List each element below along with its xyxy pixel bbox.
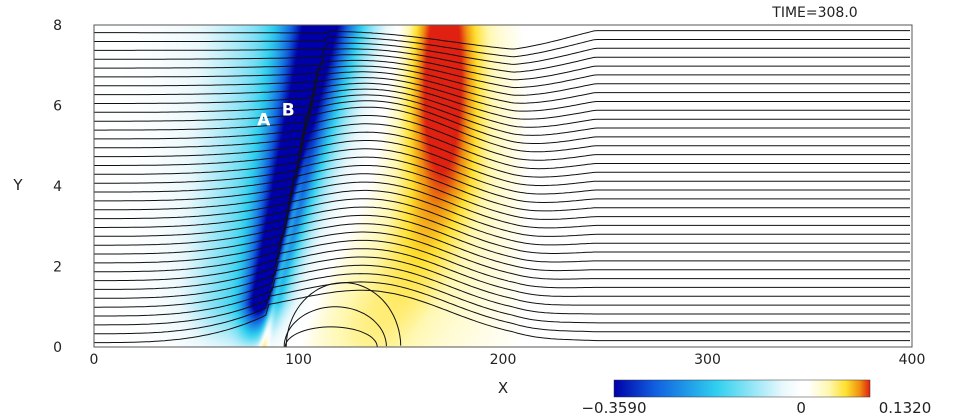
plot-area <box>94 25 912 347</box>
contour-lines <box>94 30 910 347</box>
contour-line <box>94 264 910 317</box>
contour-line <box>94 82 910 120</box>
contour-line <box>94 140 910 187</box>
contour-line <box>94 273 910 326</box>
contour-line <box>94 30 910 50</box>
colorbar-mid-label: 0 <box>796 399 806 417</box>
y-tick-label: 4 <box>53 179 62 195</box>
contour-line <box>94 77 910 112</box>
x-tick-label: 0 <box>90 352 99 368</box>
contour-line <box>94 156 910 203</box>
annotation-label: B <box>282 101 295 121</box>
contour-line <box>94 106 910 153</box>
x-tick-label: 200 <box>490 352 517 368</box>
contour-line <box>94 123 910 170</box>
contour-line <box>94 71 910 104</box>
y-tick-label: 6 <box>53 99 62 115</box>
contour-line <box>94 148 910 195</box>
contour-line <box>94 131 910 178</box>
contour-line <box>94 54 910 81</box>
y-axis-label: Y <box>12 176 23 194</box>
contour-line <box>94 256 910 308</box>
contour-line <box>94 239 910 290</box>
heatmap-field <box>94 25 912 347</box>
contour-line <box>94 223 910 273</box>
contour-line <box>94 289 910 344</box>
contour-line <box>94 214 910 264</box>
x-axis-ticks: 0 100 200 300 400 <box>90 352 926 368</box>
y-tick-label: 0 <box>53 340 62 356</box>
y-tick-label: 8 <box>53 18 62 34</box>
annotation-label: A <box>257 111 271 131</box>
x-tick-label: 400 <box>899 352 926 368</box>
x-tick-label: 100 <box>285 352 312 368</box>
contour-line <box>94 59 910 89</box>
contour-line <box>94 88 910 128</box>
contour-line <box>94 48 910 73</box>
chart-title: TIME=308.0 <box>771 5 857 21</box>
contour-line <box>283 306 387 347</box>
colorbar-min-label: −0.3590 <box>581 399 646 417</box>
contour-line <box>94 115 910 161</box>
contour-line <box>94 181 910 229</box>
plot-frame <box>93 24 913 348</box>
contour-line <box>285 282 402 347</box>
contour-line <box>94 65 910 96</box>
contour-line <box>94 189 910 237</box>
contour-line <box>94 94 910 136</box>
contour-line <box>94 248 910 299</box>
x-axis-label: X <box>498 379 508 397</box>
contour-line <box>94 36 910 58</box>
contour-line <box>94 173 910 220</box>
colorbar <box>613 379 871 398</box>
y-tick-label: 2 <box>53 260 62 276</box>
annotations: AB <box>257 101 295 131</box>
contour-line <box>284 326 378 347</box>
contour-line <box>94 206 910 255</box>
colorbar-max-label: 0.1320 <box>879 399 932 417</box>
contour-line <box>94 165 910 212</box>
contour-line <box>94 281 910 335</box>
contour-line <box>94 42 910 65</box>
y-axis-ticks: 0 2 4 6 8 <box>53 18 62 356</box>
contour-line <box>94 100 910 144</box>
x-tick-label: 300 <box>694 352 721 368</box>
contour-line <box>94 198 910 246</box>
contour-line <box>94 231 910 282</box>
